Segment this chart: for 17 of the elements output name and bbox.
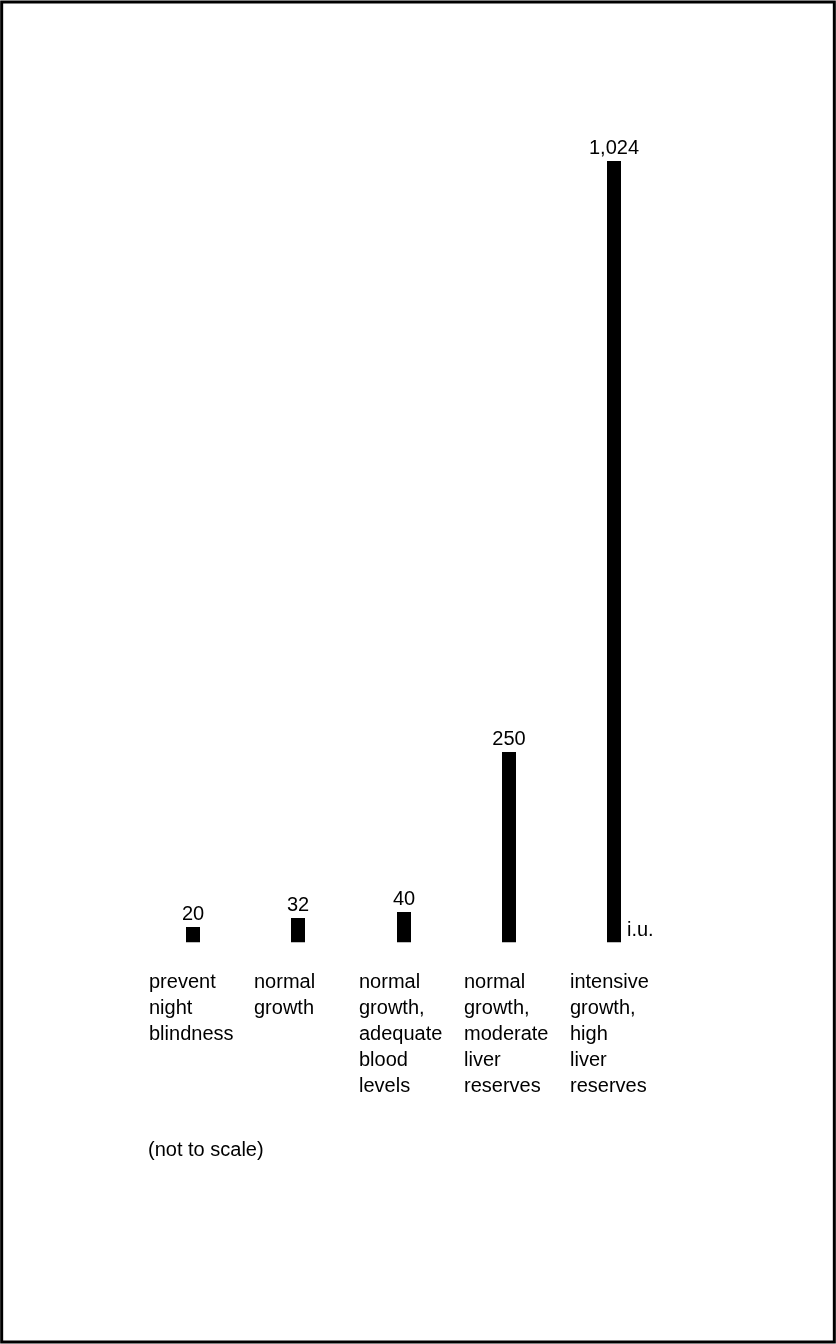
bar — [397, 911, 411, 943]
data-label: 1,024 — [588, 135, 640, 158]
bar — [607, 160, 621, 943]
x-tick-label: intensive growth, high liver reserves — [570, 970, 649, 1096]
annotation: i.u. — [627, 918, 654, 940]
data-label: 20 — [181, 901, 205, 924]
x-tick-label: normal growth, moderate liver reserves — [464, 970, 549, 1096]
data-label: 250 — [492, 726, 526, 749]
bar — [186, 926, 200, 943]
bar — [502, 751, 516, 943]
data-label: 40 — [392, 886, 416, 909]
data-label: 32 — [286, 892, 310, 915]
text: (not to scale) — [148, 1138, 264, 1160]
bar — [291, 917, 305, 943]
x-tick-label: prevent night blindness — [149, 970, 234, 1044]
x-tick-label: normal growth — [254, 970, 316, 1018]
x-tick-label: normal growth, adequate blood levels — [359, 970, 443, 1096]
